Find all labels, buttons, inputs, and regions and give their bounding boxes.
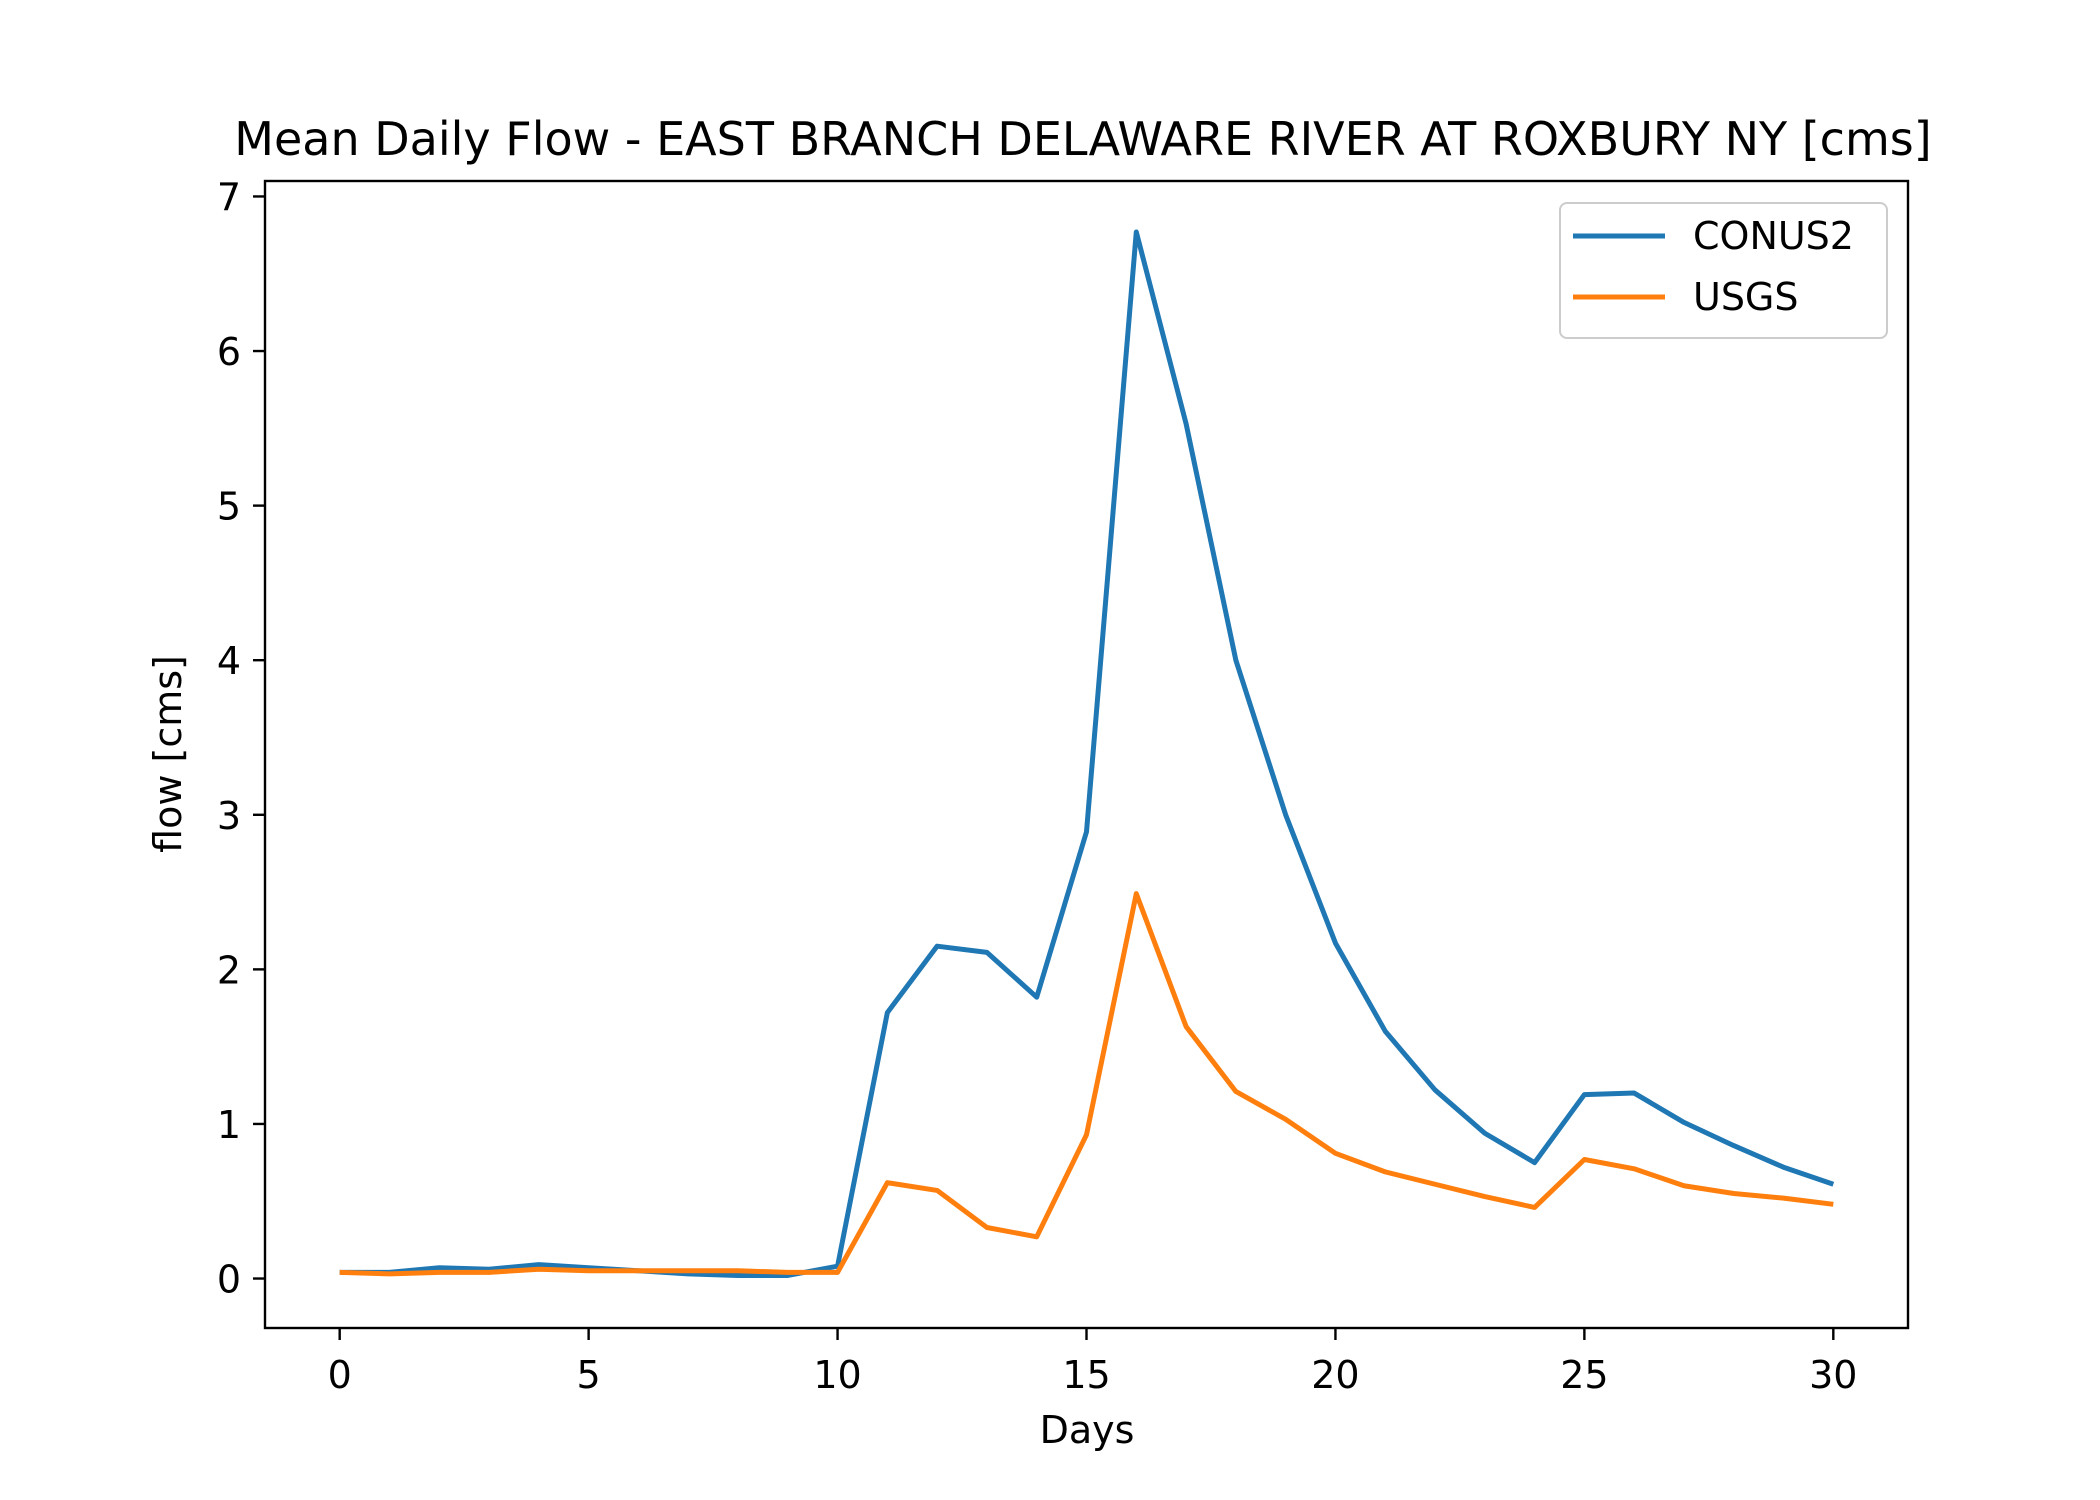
x-axis-label: Days <box>1040 1408 1135 1452</box>
x-tick-label: 0 <box>328 1353 352 1397</box>
y-tick-label: 3 <box>217 794 241 838</box>
series-line-usgs <box>339 891 1834 1277</box>
series-line-conus2 <box>339 229 1835 1278</box>
y-tick-label: 7 <box>217 175 241 219</box>
y-tick-label: 5 <box>217 485 241 529</box>
legend: CONUS2 USGS <box>1559 202 1888 339</box>
legend-label-usgs: USGS <box>1693 275 1799 319</box>
y-tick-label: 4 <box>217 639 241 683</box>
y-axis-label: flow [cms] <box>146 655 190 853</box>
y-tick-label: 1 <box>217 1103 241 1147</box>
legend-label-conus2: CONUS2 <box>1693 214 1854 258</box>
x-tick-label: 30 <box>1809 1353 1857 1397</box>
axes: 0 5 10 15 20 25 30 0 1 2 3 4 5 6 7 <box>217 175 1858 1397</box>
x-tick-label: 15 <box>1062 1353 1110 1397</box>
y-tick-label: 6 <box>217 330 241 374</box>
series-layer <box>339 229 1835 1278</box>
y-tick-label: 2 <box>217 948 241 992</box>
y-tick-label: 0 <box>217 1258 241 1302</box>
chart-title: Mean Daily Flow - EAST BRANCH DELAWARE R… <box>234 112 1931 166</box>
x-tick-label: 5 <box>577 1353 601 1397</box>
x-tick-label: 20 <box>1311 1353 1359 1397</box>
plot-frame <box>263 179 1910 1330</box>
x-tick-label: 25 <box>1560 1353 1608 1397</box>
x-tick-label: 10 <box>813 1353 861 1397</box>
